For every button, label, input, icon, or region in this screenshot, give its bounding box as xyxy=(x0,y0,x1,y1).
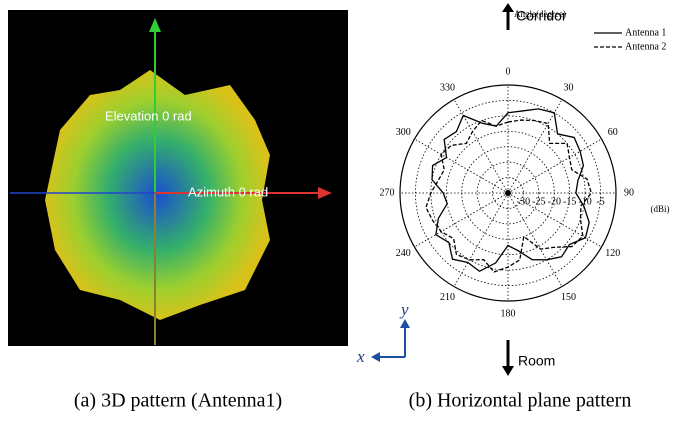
caption: (a) 3D pattern (Antenna1) xyxy=(74,390,282,412)
angle-tick-label: 240 xyxy=(396,248,411,259)
label: Elevation 0 rad xyxy=(105,108,192,123)
grid-spoke xyxy=(454,193,508,287)
arrow xyxy=(502,366,514,376)
angle-tick-label: 180 xyxy=(501,308,516,319)
angle-tick-label: 30 xyxy=(564,83,574,94)
caption: (b) Horizontal plane pattern xyxy=(409,390,632,412)
angle-tick-label: 300 xyxy=(396,127,411,138)
legend-label: Antenna 2 xyxy=(625,41,666,52)
r-tick-label: -25 xyxy=(532,196,545,207)
angle-tick-label: 60 xyxy=(608,127,618,138)
arrow xyxy=(502,3,514,12)
label: Azimuth 0 rad xyxy=(188,184,268,199)
arrow xyxy=(371,352,380,362)
r-tick-label: -20 xyxy=(548,196,561,207)
annotation: y xyxy=(399,300,409,319)
grid-spoke xyxy=(454,99,508,193)
angle-tick-label: 150 xyxy=(561,292,576,303)
angle-tick-label: 210 xyxy=(440,292,455,303)
legend-label: Antenna 1 xyxy=(625,27,666,38)
angle-tick-label: 330 xyxy=(440,83,455,94)
annotation: Room xyxy=(518,353,555,369)
arrow xyxy=(400,319,410,328)
unit: (dBi) xyxy=(651,204,670,214)
angle-tick-label: 120 xyxy=(605,248,620,259)
grid-spoke xyxy=(414,139,508,193)
r-tick-label: -5 xyxy=(596,196,604,207)
r-tick-label: -15 xyxy=(563,196,576,207)
figure: Elevation 0 rad Azimuth 0 rad (a) 3D pat… xyxy=(0,0,696,423)
angle-tick-label: 90 xyxy=(624,187,634,198)
angle-tick-label: 270 xyxy=(380,187,395,198)
annotation: Corridor xyxy=(516,8,567,24)
grid-spoke xyxy=(508,139,602,193)
angle-tick-label: 0 xyxy=(506,66,511,77)
annotation: x xyxy=(356,347,365,366)
center xyxy=(505,190,511,196)
